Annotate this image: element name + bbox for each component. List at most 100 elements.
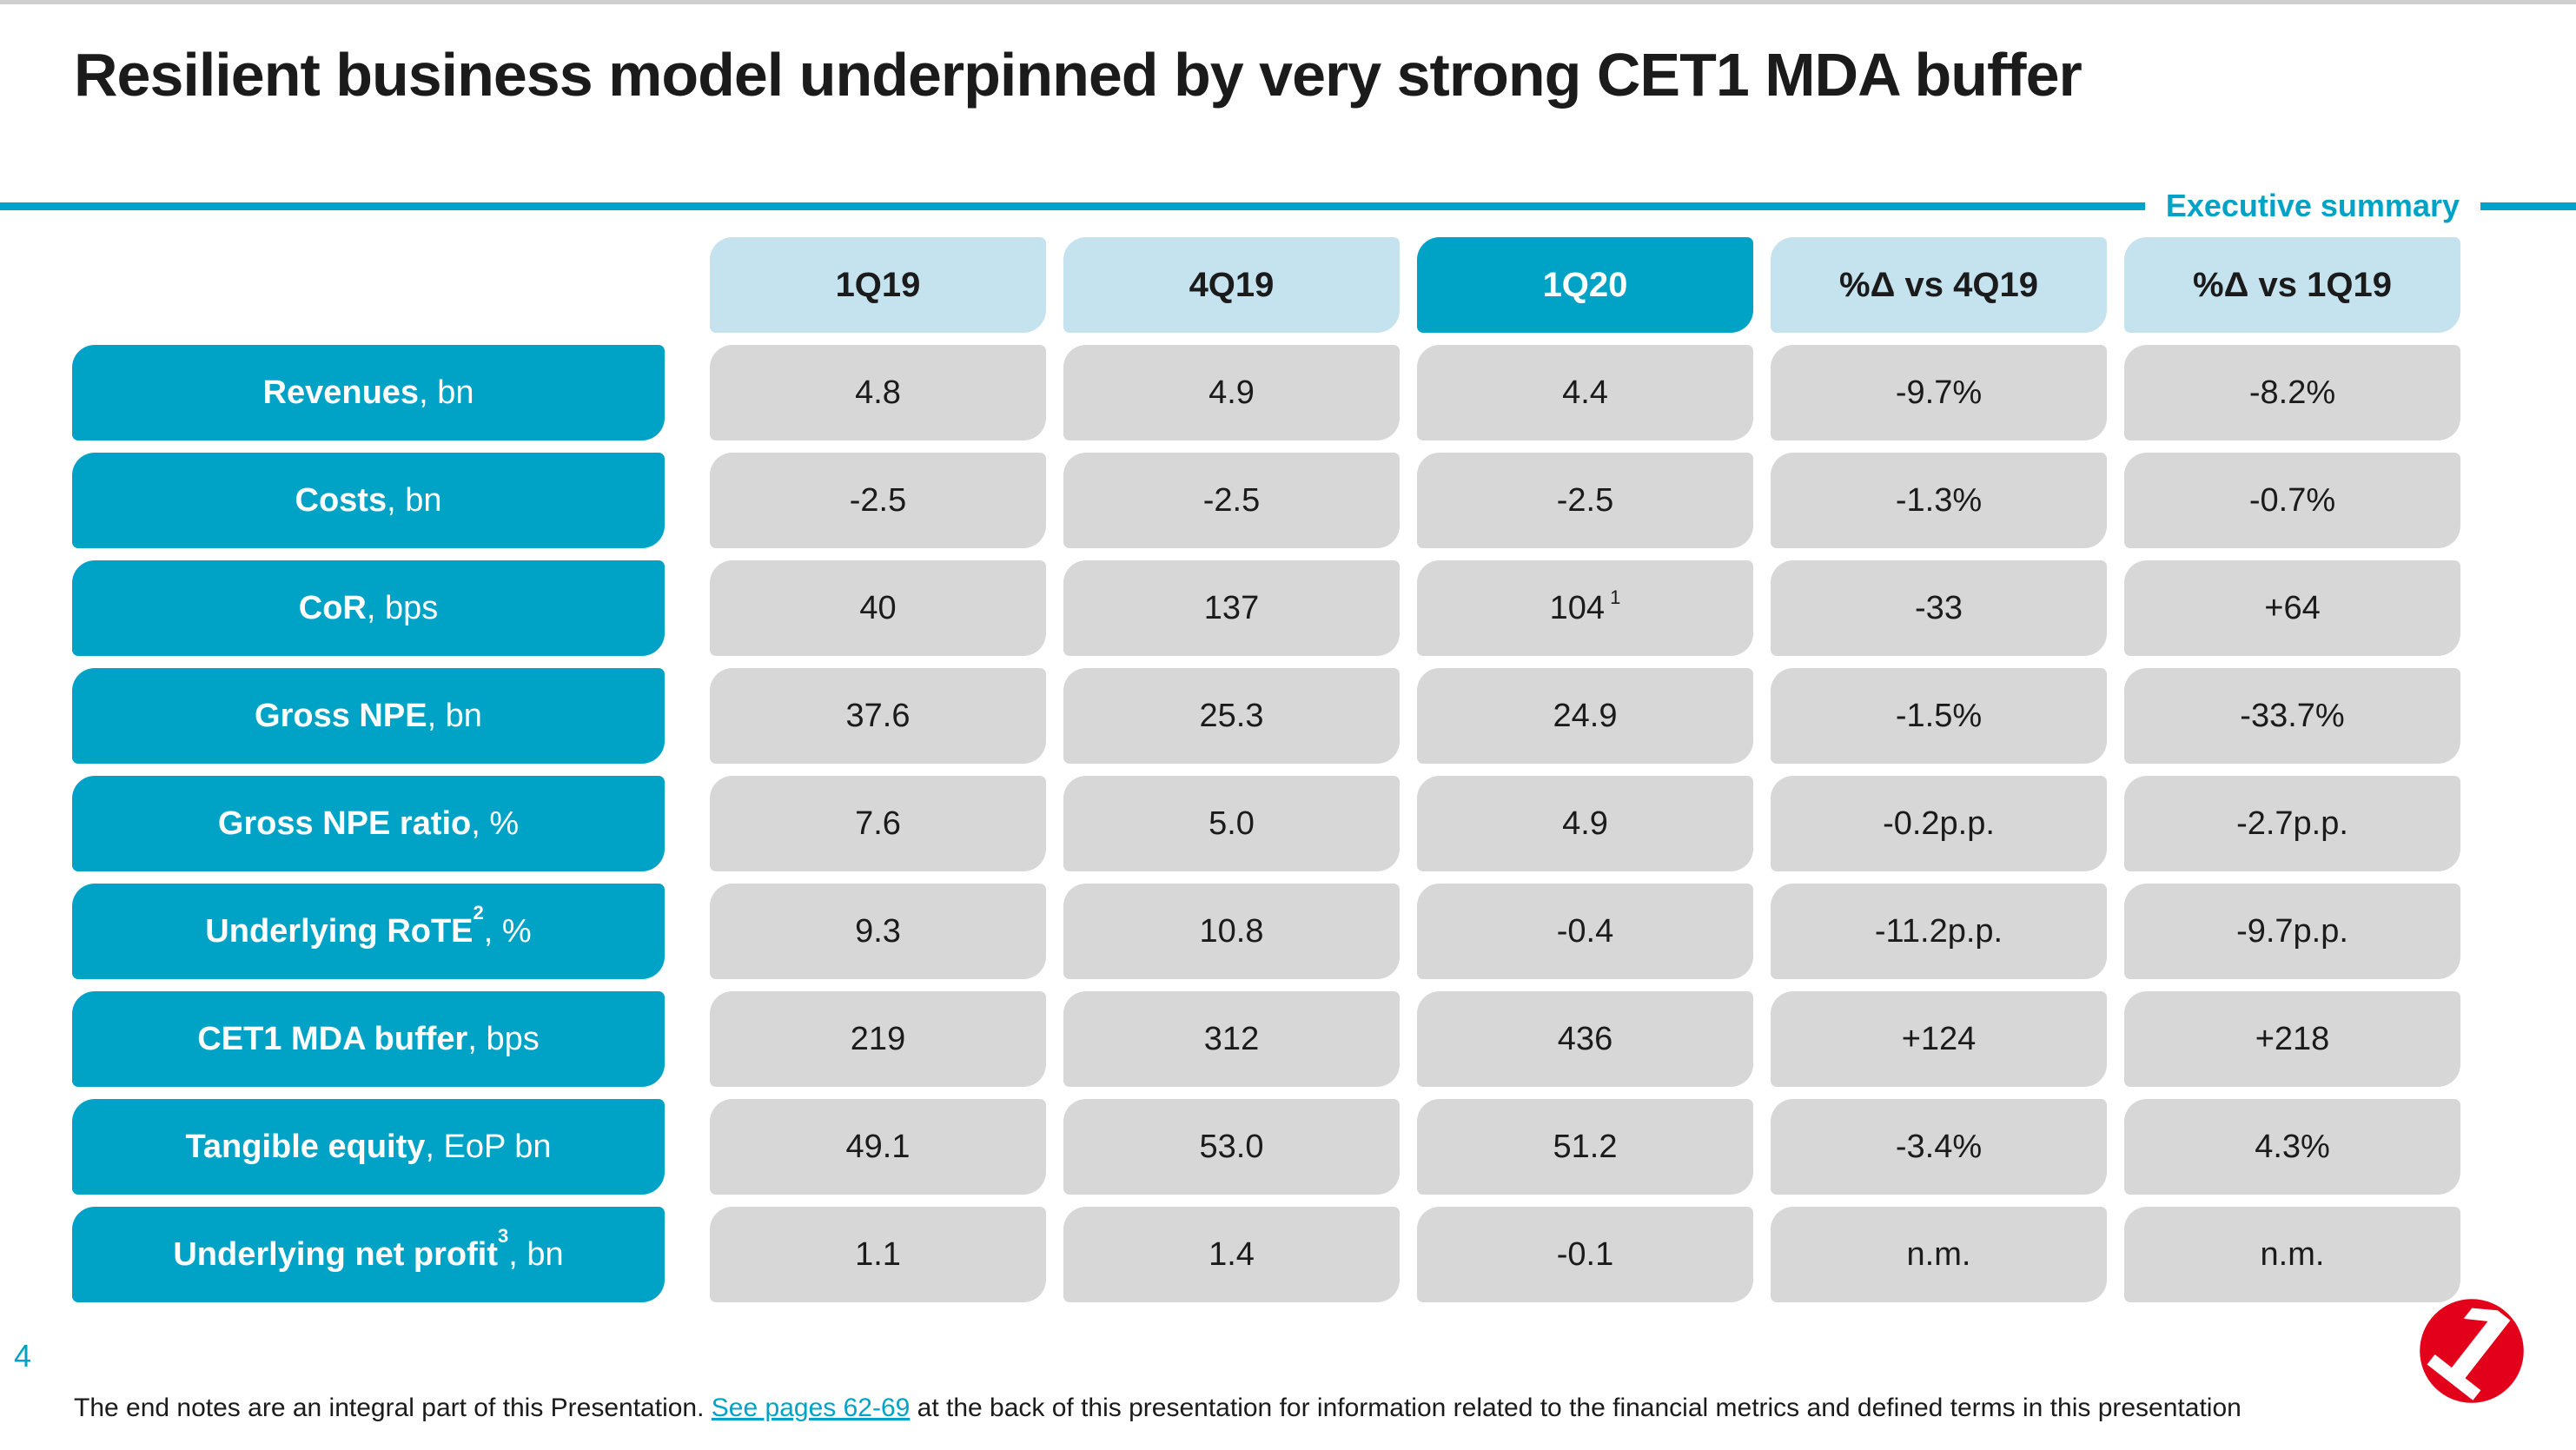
cell-value: 4.9 xyxy=(1562,804,1608,842)
value-cell-gross-npe-ratio-vs-1q19: -2.7p.p. xyxy=(2124,776,2460,871)
cell-value: 4.8 xyxy=(855,374,901,411)
value-cell-tangible-equity-1q19: 49.1 xyxy=(710,1099,1046,1195)
cell-value: +64 xyxy=(2264,589,2321,626)
cell-value: +124 xyxy=(1901,1020,1977,1057)
cell-value: 436 xyxy=(1557,1020,1613,1057)
value-cell-costs-1q20: -2.5 xyxy=(1417,453,1753,548)
value-cell-cor-vs-4q19: -33 xyxy=(1771,560,2107,656)
row-label-costs: Costs, bn xyxy=(72,453,665,548)
value-cell-cet1-mda-buffer-vs-1q19: +218 xyxy=(2124,991,2460,1087)
metric-name: Gross NPE ratio xyxy=(217,804,472,842)
cell-value: 40 xyxy=(859,589,897,626)
cell-value: 49.1 xyxy=(845,1128,911,1165)
value-cell-underlying-net-profit-4q19: 1.4 xyxy=(1063,1207,1400,1302)
value-cell-revenues-4q19: 4.9 xyxy=(1063,345,1400,440)
metric-name: Tangible equity xyxy=(185,1128,426,1165)
metric-name-superscript: 2 xyxy=(473,901,484,924)
column-header-1q19: 1Q19 xyxy=(710,237,1046,333)
cell-value: 1.1 xyxy=(855,1235,901,1273)
cell-value: 4.3% xyxy=(2255,1128,2330,1165)
cell-value: -0.7% xyxy=(2248,481,2336,519)
value-cell-cet1-mda-buffer-4q19: 312 xyxy=(1063,991,1400,1087)
cell-value: n.m. xyxy=(1906,1235,1971,1273)
value-cell-gross-npe-1q20: 24.9 xyxy=(1417,668,1753,764)
cell-value: 25.3 xyxy=(1199,697,1264,734)
cell-value: -8.2% xyxy=(2248,374,2336,411)
value-cell-underlying-rote-vs-1q19: -9.7p.p. xyxy=(2124,884,2460,979)
value-cell-gross-npe-ratio-4q19: 5.0 xyxy=(1063,776,1400,871)
value-cell-cor-vs-1q19: +64 xyxy=(2124,560,2460,656)
cell-value: -9.7p.p. xyxy=(2236,912,2348,950)
cell-value: -0.4 xyxy=(1556,912,1614,950)
cell-value: -33 xyxy=(1915,589,1963,626)
metric-unit: , bps xyxy=(366,589,439,626)
value-cell-gross-npe-vs-4q19: -1.5% xyxy=(1771,668,2107,764)
section-divider: Executive summary xyxy=(0,188,2576,223)
cell-value: -1.3% xyxy=(1895,481,1983,519)
metric-unit: , bn xyxy=(419,374,474,411)
value-cell-gross-npe-1q19: 37.6 xyxy=(710,668,1046,764)
metric-unit: , % xyxy=(483,912,532,950)
value-cell-cor-1q20: 104 1 xyxy=(1417,560,1753,656)
metric-name: CoR xyxy=(298,589,367,626)
cell-value: -2.5 xyxy=(1556,481,1614,519)
column-header-vs-4q19: %Δ vs 4Q19 xyxy=(1771,237,2107,333)
value-cell-cet1-mda-buffer-1q20: 436 xyxy=(1417,991,1753,1087)
row-label-underlying-rote: Underlying RoTE2, % xyxy=(72,884,665,979)
cell-value: 104 xyxy=(1549,589,1606,626)
value-cell-gross-npe-vs-1q19: -33.7% xyxy=(2124,668,2460,764)
value-cell-costs-vs-4q19: -1.3% xyxy=(1771,453,2107,548)
cell-value: 7.6 xyxy=(855,804,901,842)
cell-value: 1.4 xyxy=(1209,1235,1255,1273)
row-label-revenues: Revenues, bn xyxy=(72,345,665,440)
metric-unit: , bps xyxy=(467,1020,540,1057)
value-cell-tangible-equity-1q20: 51.2 xyxy=(1417,1099,1753,1195)
metric-name: Revenues xyxy=(262,374,420,411)
divider-line-left xyxy=(0,202,2145,210)
metrics-table: 1Q19 4Q19 1Q20 %Δ vs 4Q19 %Δ vs 1Q19 Revenues… xyxy=(72,237,2460,1302)
cell-value: 37.6 xyxy=(845,697,911,734)
cell-value: -0.2p.p. xyxy=(1883,804,1995,842)
metric-name: Underlying RoTE2 xyxy=(205,901,484,950)
metric-name: Underlying net profit3 xyxy=(173,1224,509,1273)
cell-value: 51.2 xyxy=(1553,1128,1618,1165)
row-label-tangible-equity: Tangible equity, EoP bn xyxy=(72,1099,665,1195)
value-cell-tangible-equity-vs-4q19: -3.4% xyxy=(1771,1099,2107,1195)
value-cell-gross-npe-ratio-1q20: 4.9 xyxy=(1417,776,1753,871)
value-cell-gross-npe-ratio-1q19: 7.6 xyxy=(710,776,1046,871)
value-cell-costs-1q19: -2.5 xyxy=(710,453,1046,548)
value-cell-underlying-rote-1q20: -0.4 xyxy=(1417,884,1753,979)
value-cell-underlying-net-profit-1q19: 1.1 xyxy=(710,1207,1046,1302)
cell-value: +218 xyxy=(2255,1020,2330,1057)
value-cell-tangible-equity-4q19: 53.0 xyxy=(1063,1099,1400,1195)
cell-value: 312 xyxy=(1203,1020,1260,1057)
value-cell-revenues-vs-4q19: -9.7% xyxy=(1771,345,2107,440)
value-cell-underlying-net-profit-vs-4q19: n.m. xyxy=(1771,1207,2107,1302)
cell-value: -3.4% xyxy=(1895,1128,1983,1165)
footer-link[interactable]: See pages 62-69 xyxy=(711,1394,911,1422)
value-cell-costs-4q19: -2.5 xyxy=(1063,453,1400,548)
page-number: 4 xyxy=(14,1338,32,1374)
value-cell-underlying-net-profit-vs-1q19: n.m. xyxy=(2124,1207,2460,1302)
cell-value: -9.7% xyxy=(1895,374,1983,411)
cell-value: 10.8 xyxy=(1199,912,1264,950)
footer-text-pre: The end notes are an integral part of th… xyxy=(74,1394,712,1422)
page-title: Resilient business model underpinned by … xyxy=(74,41,2083,109)
metric-name: Gross NPE xyxy=(255,697,427,734)
row-label-gross-npe-ratio: Gross NPE ratio, % xyxy=(72,776,665,871)
cell-value: -11.2p.p. xyxy=(1874,912,2003,950)
value-cell-cor-4q19: 137 xyxy=(1063,560,1400,656)
metric-name: Costs xyxy=(295,481,387,519)
row-label-underlying-net-profit: Underlying net profit3, bn xyxy=(72,1207,665,1302)
cell-value: 53.0 xyxy=(1199,1128,1264,1165)
value-cell-revenues-1q19: 4.8 xyxy=(710,345,1046,440)
cell-value: -1.5% xyxy=(1895,697,1983,734)
divider-line-right xyxy=(2480,202,2576,210)
footer-note: The end notes are an integral part of th… xyxy=(74,1394,2541,1423)
value-cell-tangible-equity-vs-1q19: 4.3% xyxy=(2124,1099,2460,1195)
value-cell-costs-vs-1q19: -0.7% xyxy=(2124,453,2460,548)
value-cell-cet1-mda-buffer-1q19: 219 xyxy=(710,991,1046,1087)
column-header-1q20: 1Q20 xyxy=(1417,237,1753,333)
cell-value: 4.9 xyxy=(1209,374,1255,411)
